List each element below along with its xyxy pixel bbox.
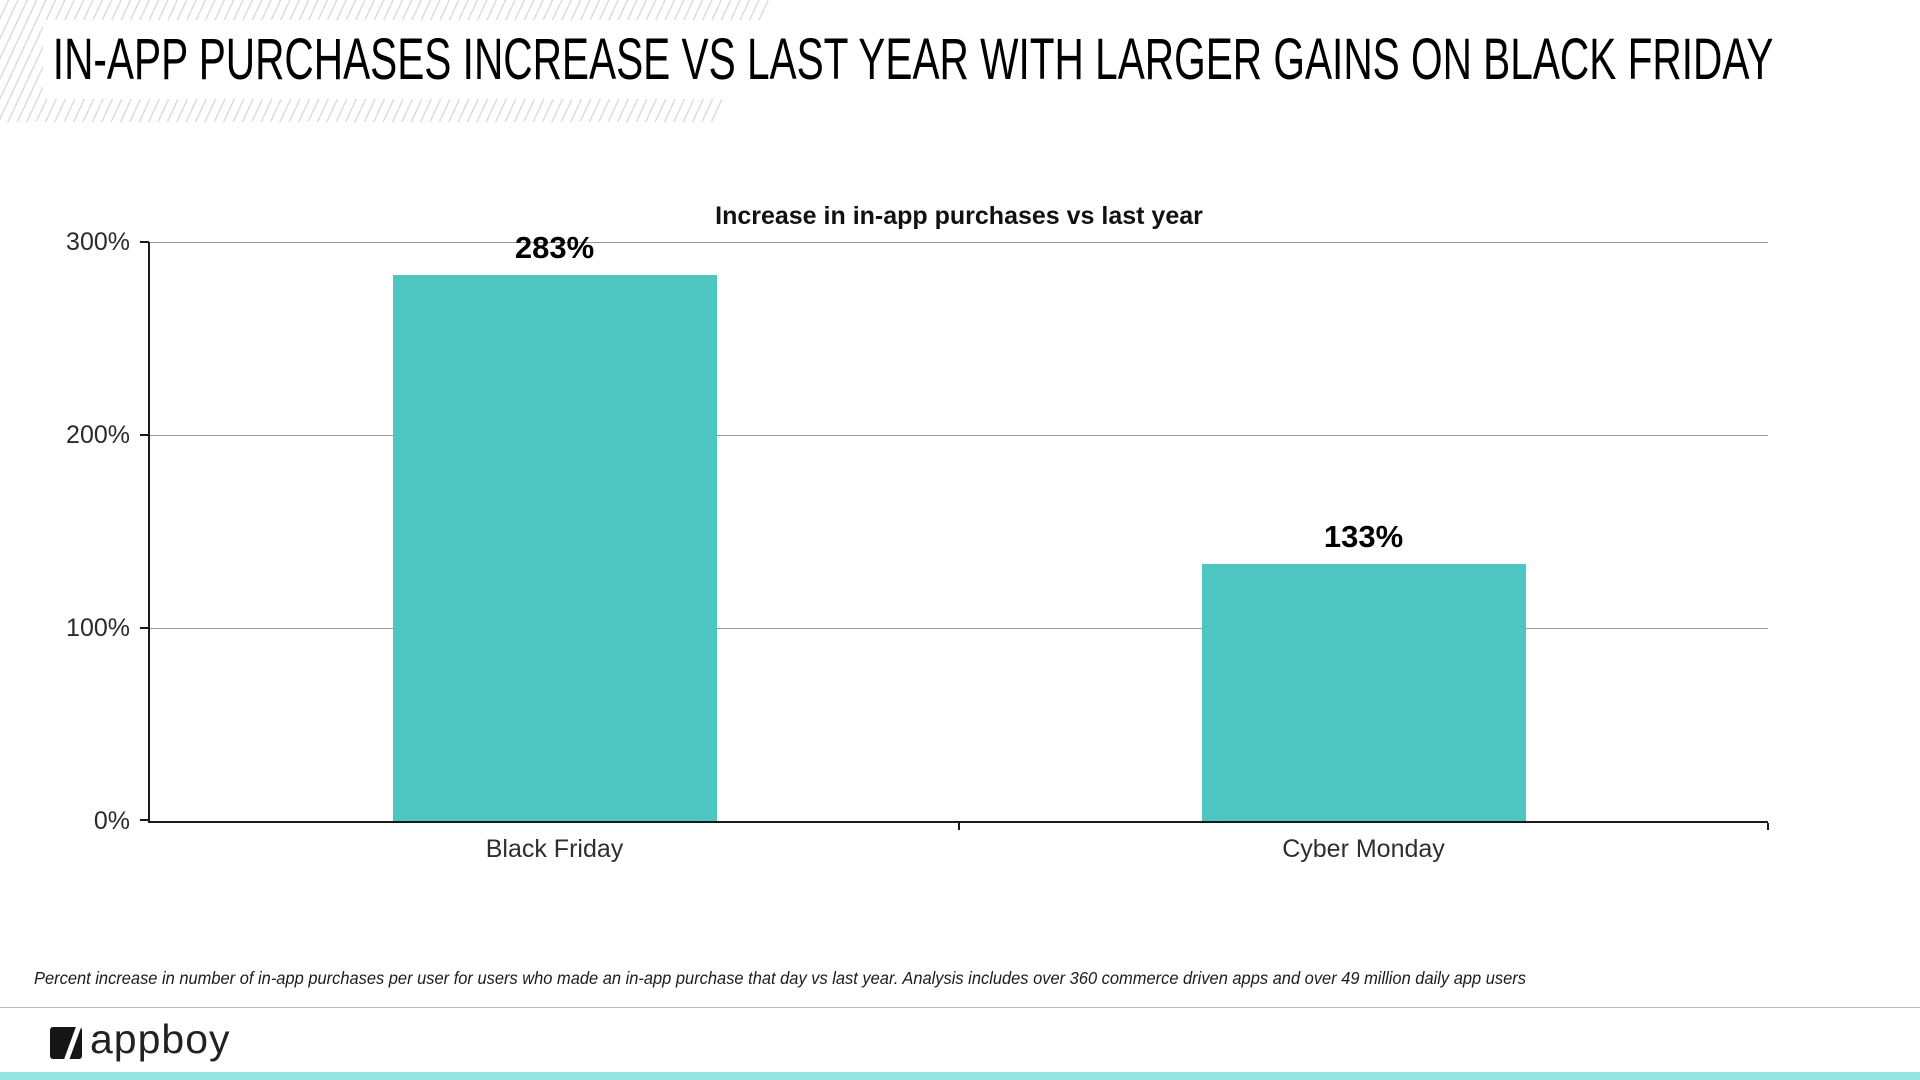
- logo-slash-icon: [62, 1021, 83, 1065]
- y-tick: [140, 627, 149, 629]
- y-tick-label: 100%: [66, 614, 130, 642]
- y-tick: [140, 241, 149, 243]
- gridline: [150, 241, 1768, 243]
- x-tick: [1767, 823, 1769, 830]
- chart-title: Increase in in-app purchases vs last yea…: [715, 202, 1203, 230]
- bar-value-label: 133%: [1323, 519, 1404, 555]
- page-title: IN-APP PURCHASES INCREASE VS LAST YEAR W…: [43, 20, 1784, 99]
- footer-divider: [0, 1007, 1920, 1008]
- appboy-wordmark: appboy: [90, 1016, 231, 1062]
- y-tick-label: 300%: [66, 228, 130, 256]
- y-tick: [140, 819, 149, 821]
- bar-value-label: 283%: [514, 229, 595, 265]
- gridline: [150, 434, 1768, 436]
- footnote: Percent increase in number of in-app pur…: [34, 968, 1526, 988]
- plot-area: 0% 100% 200% 300% 283% Black Friday 133% Cyber …: [66, 228, 1769, 863]
- y-tick-label: 0%: [93, 807, 130, 835]
- appboy-logo: appboy: [50, 1016, 231, 1065]
- y-tick-label: 200%: [66, 421, 130, 449]
- bottom-accent-strip: [0, 1072, 1920, 1080]
- bar: [1201, 564, 1526, 821]
- y-tick: [140, 434, 149, 436]
- gridline: [150, 627, 1768, 629]
- bar: [392, 274, 717, 821]
- category-label: Cyber Monday: [1282, 835, 1445, 863]
- x-tick: [958, 823, 960, 830]
- category-label: Black Friday: [485, 835, 624, 863]
- appboy-logo-icon: [50, 1021, 83, 1065]
